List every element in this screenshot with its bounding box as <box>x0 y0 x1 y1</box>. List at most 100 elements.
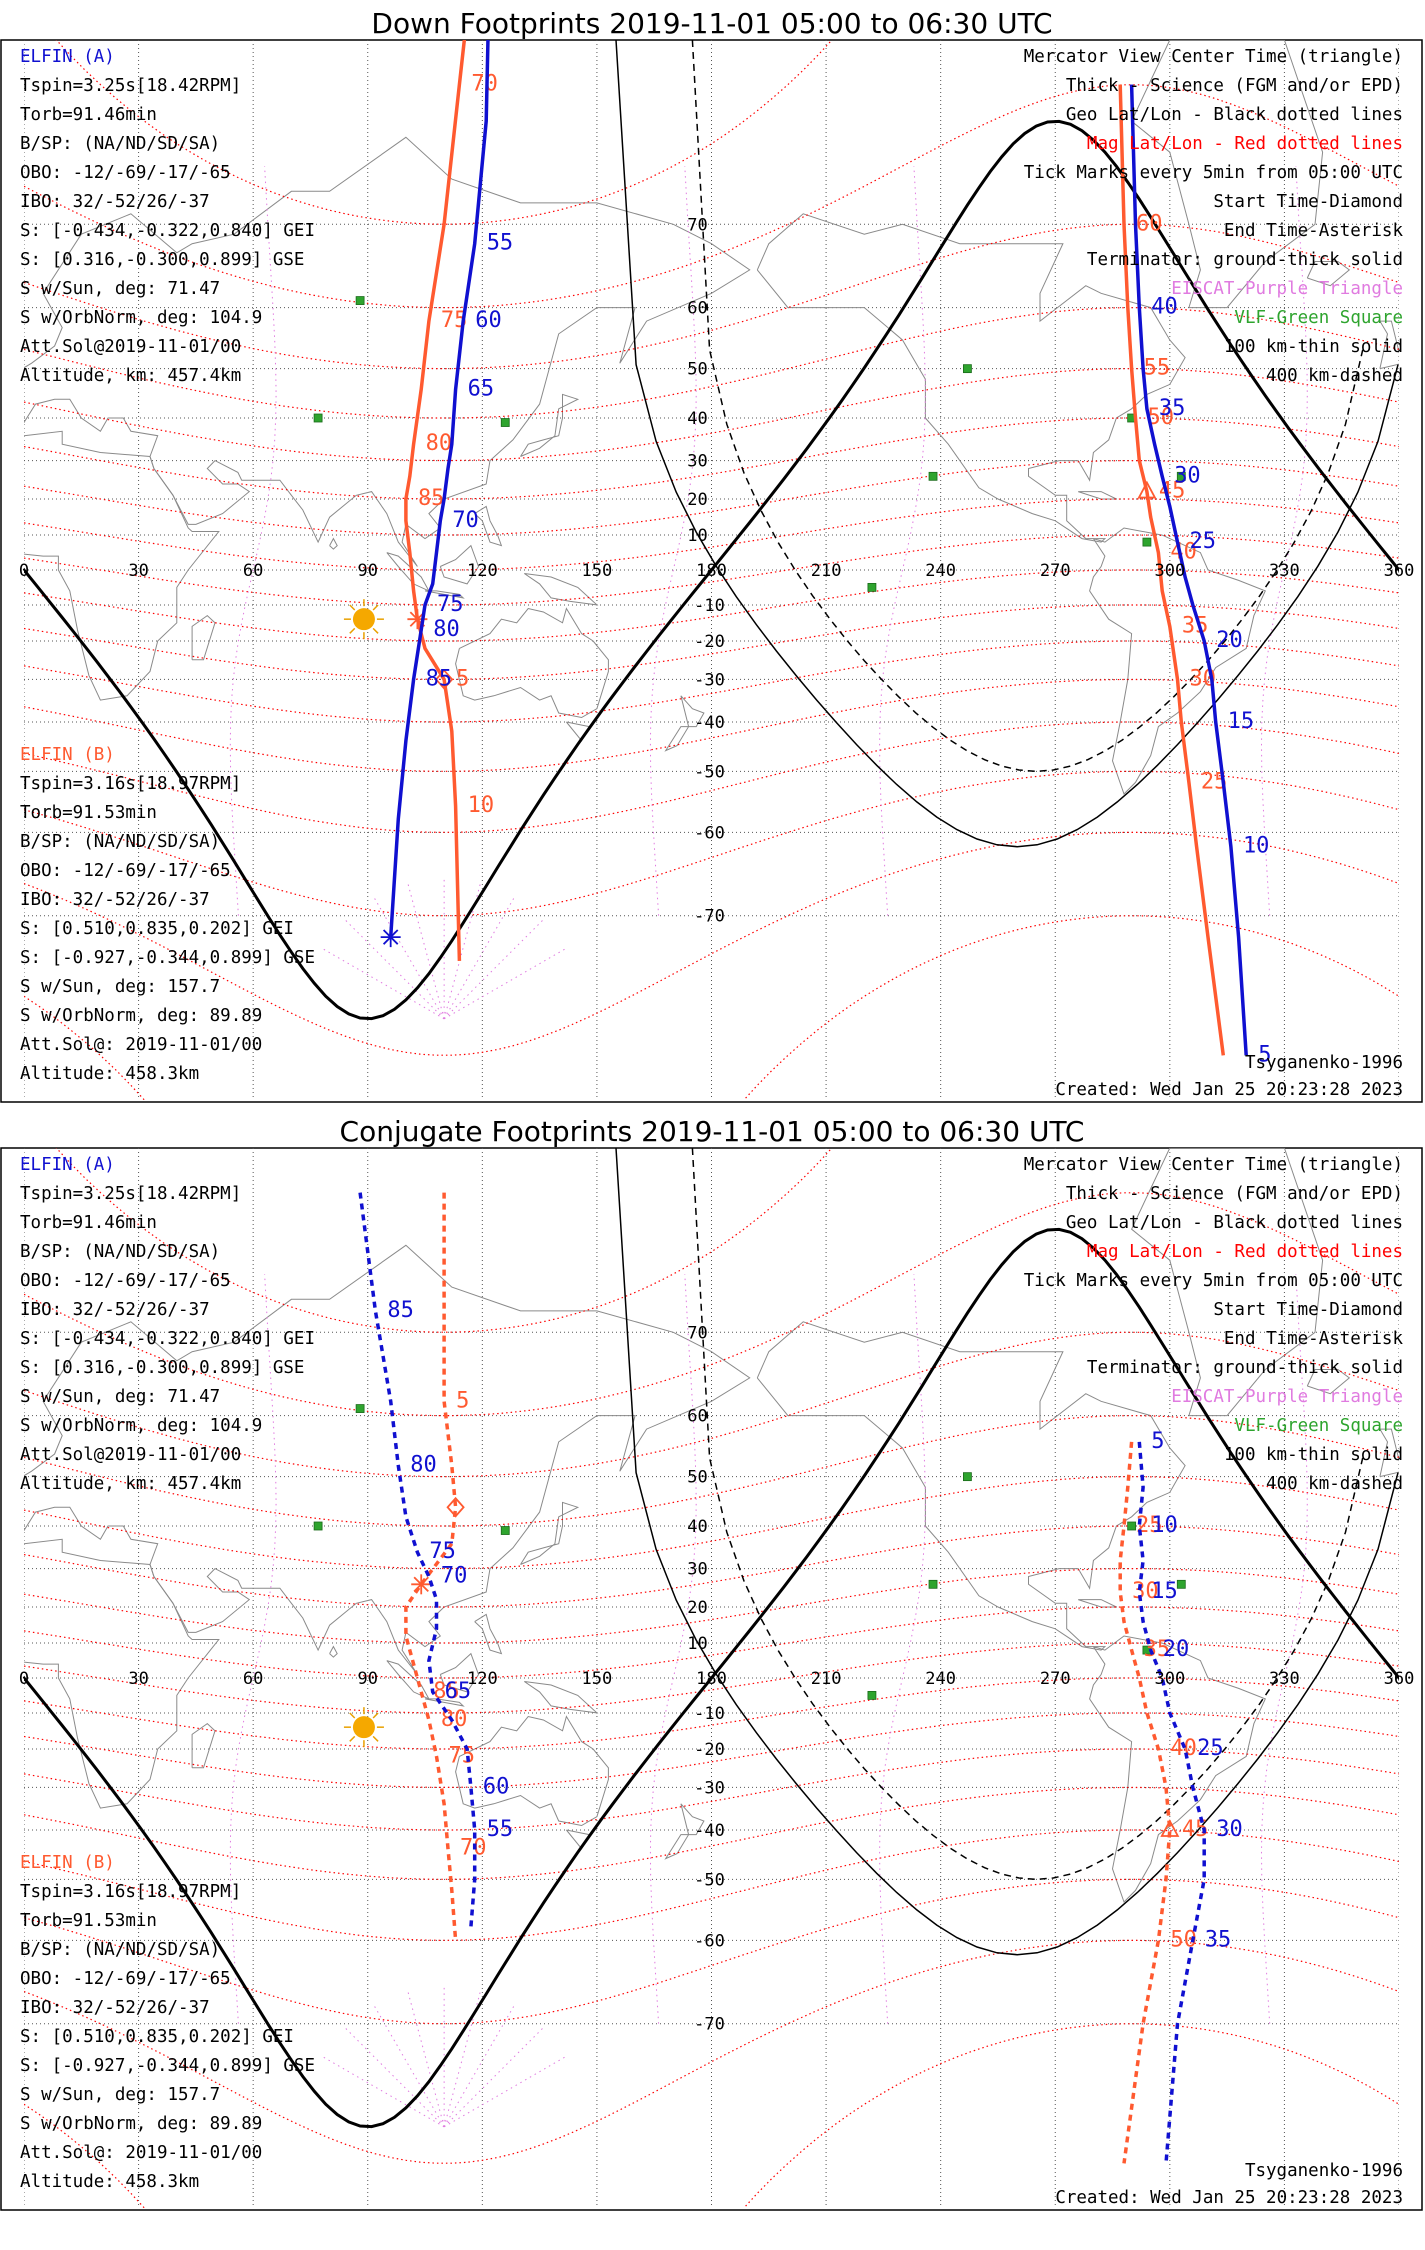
track-time-label: 40 <box>1170 1736 1197 1761</box>
track-time-label: 35 <box>1205 1927 1232 1952</box>
terminator-ground <box>24 1227 1399 2129</box>
longitude-tick-label: 120 <box>467 561 498 581</box>
mag-meridian <box>443 2005 515 2128</box>
track-time-label: 65 <box>445 1679 472 1704</box>
coastline <box>1130 1148 1324 1417</box>
panel-title: Down Footprints 2019-11-01 05:00 to 06:3… <box>371 7 1052 40</box>
mag-latitude-line <box>24 1331 1399 1478</box>
mag-latitude-line <box>24 1192 1399 1417</box>
latitude-tick-label: 60 <box>687 1407 707 1427</box>
center-time-triangle-icon <box>1137 480 1157 499</box>
mag-meridian <box>322 2056 445 2128</box>
track-time-label: 60 <box>483 1774 510 1799</box>
longitude-tick-label: 0 <box>19 561 29 581</box>
longitude-tick-label: 30 <box>128 561 148 581</box>
elfin-a-info-line: Tspin=3.25s[18.42RPM] <box>20 76 241 96</box>
elfin-a-info-line: OBO: -12/-69/-17/-65 <box>20 163 231 183</box>
legend-entry: Geo Lat/Lon - Black dotted lines <box>1066 105 1403 125</box>
track-time-label: 70 <box>452 508 479 533</box>
longitude-tick-label: 60 <box>243 561 263 581</box>
elfin-a-info-line: Altitude, km: 457.4km <box>20 1474 241 1494</box>
coastline <box>524 1681 599 1714</box>
elfin-a-info-line: Altitude, km: 457.4km <box>20 366 241 386</box>
400km-terminator <box>691 40 1364 773</box>
elfin-a-info-line: Att.Sol@2019-11-01/00 <box>20 1445 241 1465</box>
track-time-label: 55 <box>487 231 514 256</box>
legend-entry: Start Time-Diamond <box>1213 1300 1403 1320</box>
vlf-station-marker <box>500 418 510 427</box>
track-time-label: 75 <box>437 592 464 617</box>
elfin-b-info-line: S w/Sun, deg: 157.7 <box>20 977 220 997</box>
legend-entry: 100 km-thin solid <box>1224 337 1403 357</box>
coastline <box>455 607 609 719</box>
sun-icon <box>343 1707 384 1748</box>
track-time-label: 80 <box>410 1453 437 1478</box>
longitude-tick-label: 300 <box>1154 561 1185 581</box>
coastline <box>520 1501 580 1565</box>
coastline <box>664 1803 705 1860</box>
elfin-b-info-line: S: [0.510,0.835,0.202] GEI <box>20 2027 294 2047</box>
400km-terminator <box>691 1148 1364 1881</box>
mag-meridian <box>407 1991 445 2127</box>
track-time-label: 25 <box>1197 1736 1224 1761</box>
coastline <box>439 544 480 585</box>
elfin-b-info-line: OBO: -12/-69/-17/-65 <box>20 1969 231 1989</box>
track-time-label: 5 <box>1258 1042 1271 1067</box>
mag-latitude-line <box>24 2023 1399 2208</box>
coastline <box>474 505 503 547</box>
elfin-b-track-east <box>404 40 467 961</box>
track-time-label: 10 <box>1151 1513 1178 1538</box>
elfin-b-info-line: S: [0.510,0.835,0.202] GEI <box>20 919 294 939</box>
vlf-station-marker <box>355 1404 365 1413</box>
coastline <box>756 213 1186 543</box>
elfin-b-info-line: IBO: 32/-52/26/-37 <box>20 1998 210 2018</box>
legend-entry: EISCAT-Purple Triangle <box>1171 1387 1403 1407</box>
vlf-station-marker <box>928 471 938 481</box>
mag-latitude-line <box>24 1568 1399 1644</box>
mag-latitude-line <box>24 915 1399 1100</box>
mag-latitude-line <box>24 1878 1399 2025</box>
latitude-tick-label: 30 <box>687 452 707 472</box>
legend-entry: VLF-Green Square <box>1234 308 1403 328</box>
track-time-label: 85 <box>387 1298 414 1323</box>
mag-meridian <box>879 166 926 916</box>
coastline <box>524 573 599 606</box>
legend-entry: Start Time-Diamond <box>1213 192 1403 212</box>
track-time-label: 70 <box>441 1564 468 1589</box>
latitude-tick-label: 70 <box>687 215 707 235</box>
track-time-label: 40 <box>1151 295 1178 320</box>
mag-meridian <box>344 2027 445 2128</box>
vlf-station-marker <box>867 1691 877 1700</box>
mag-meridian <box>322 948 445 1020</box>
down-footprints-panel: Down Footprints 2019-11-01 05:00 to 06:3… <box>0 7 1423 1103</box>
legend-entry: 100 km-thin solid <box>1224 1445 1403 1465</box>
coastline <box>191 614 216 661</box>
latitude-tick-label: -70 <box>694 907 725 927</box>
vlf-station-marker <box>500 1526 510 1535</box>
latitude-tick-label: 40 <box>687 409 707 429</box>
mag-latitude-line <box>24 1476 1399 1570</box>
latitude-tick-label: -20 <box>694 1740 725 1760</box>
elfin-b-name: ELFIN (B) <box>20 745 115 765</box>
legend-entry: Tick Marks every 5min from 05:00 UTC <box>1024 1271 1403 1291</box>
latitude-tick-label: -70 <box>694 2015 725 2035</box>
elfin-b-info-line: S w/OrbNorm, deg: 89.89 <box>20 1006 262 1026</box>
track-time-label: 5 <box>456 666 469 691</box>
conjugate-footprints-panel: Conjugate Footprints 2019-11-01 05:00 to… <box>0 1115 1423 2211</box>
vlf-station-marker <box>1127 1521 1137 1531</box>
mag-meridian <box>373 2005 445 2128</box>
latitude-tick-label: -50 <box>694 1870 725 1890</box>
elfin-a-name: ELFIN (A) <box>20 47 115 67</box>
latitude-tick-label: -40 <box>694 1821 725 1841</box>
longitude-tick-label: 0 <box>19 1669 29 1689</box>
elfin-a-info-line: S w/Sun, deg: 71.47 <box>20 1387 220 1407</box>
elfin-b-info-line: Att.Sol@: 2019-11-01/00 <box>20 1035 262 1055</box>
track-time-label: 55 <box>487 1817 514 1842</box>
elfin-a-info-line: Torb=91.46min <box>20 105 157 125</box>
vlf-station-marker <box>963 1472 972 1482</box>
elfin-a-info-line: B/SP: (NA/ND/SD/SA) <box>20 1242 220 1262</box>
coastline <box>24 430 220 701</box>
mag-latitude-line <box>24 368 1399 462</box>
longitude-tick-label: 90 <box>358 1669 378 1689</box>
sun-icon <box>343 599 384 640</box>
